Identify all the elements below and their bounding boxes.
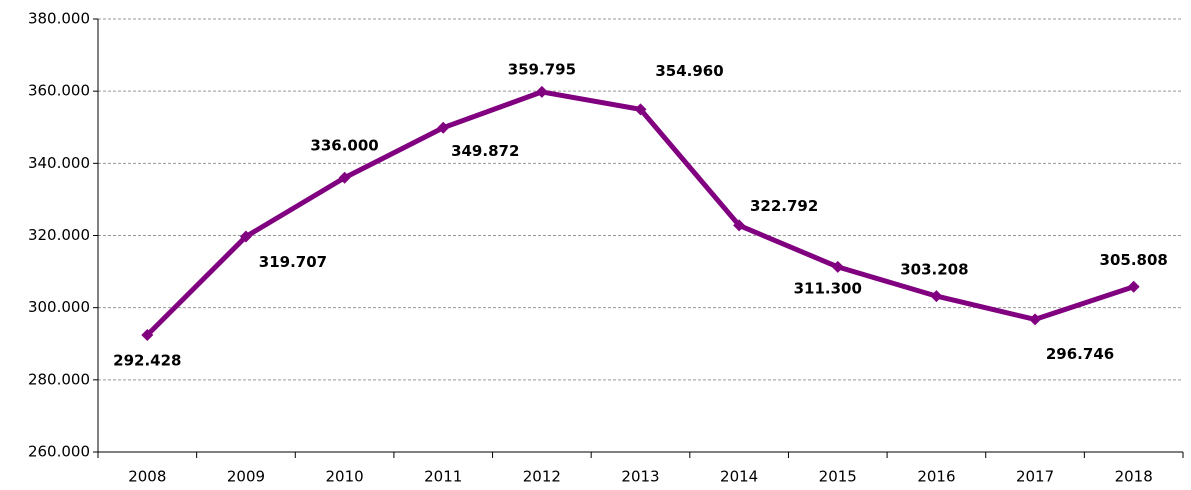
y-tick-label: 360.000	[28, 82, 90, 100]
x-tick-label: 2010	[325, 468, 363, 486]
data-label: 311.300	[794, 279, 862, 297]
y-tick-label: 260.000	[28, 443, 90, 461]
x-tick-label: 2017	[1016, 468, 1054, 486]
marker	[831, 260, 844, 273]
y-tick-label: 340.000	[28, 154, 90, 172]
y-tick-label: 300.000	[28, 298, 90, 316]
marker	[634, 103, 647, 116]
data-label: 359.795	[508, 60, 576, 78]
marker	[1029, 313, 1042, 326]
marker	[1127, 280, 1140, 293]
marker	[141, 328, 154, 341]
x-tick-label: 2014	[720, 468, 758, 486]
marker	[437, 121, 450, 134]
x-tick-label: 2018	[1115, 468, 1153, 486]
marker	[930, 290, 943, 303]
data-label: 349.872	[451, 142, 519, 160]
data-label: 336.000	[310, 136, 378, 154]
data-label: 296.746	[1046, 345, 1114, 363]
data-label: 319.707	[259, 253, 327, 271]
data-label: 303.208	[900, 261, 968, 279]
y-tick-label: 280.000	[28, 370, 90, 388]
y-tick-label: 320.000	[28, 226, 90, 244]
marker	[535, 85, 548, 98]
x-tick-label: 2008	[128, 468, 166, 486]
data-label: 305.808	[1100, 251, 1168, 269]
marker	[733, 219, 746, 232]
y-tick-label: 380.000	[28, 10, 90, 28]
data-label: 292.428	[113, 351, 181, 369]
marker	[239, 230, 252, 243]
x-tick-label: 2015	[819, 468, 857, 486]
data-label: 322.792	[750, 197, 818, 215]
line	[145, 89, 1135, 337]
x-tick-label: 2012	[523, 468, 561, 486]
data-label: 354.960	[655, 62, 723, 80]
x-tick-label: 2009	[227, 468, 265, 486]
x-tick-label: 2013	[621, 468, 659, 486]
x-tick-label: 2016	[917, 468, 955, 486]
marker	[338, 171, 351, 184]
x-tick-label: 2011	[424, 468, 462, 486]
